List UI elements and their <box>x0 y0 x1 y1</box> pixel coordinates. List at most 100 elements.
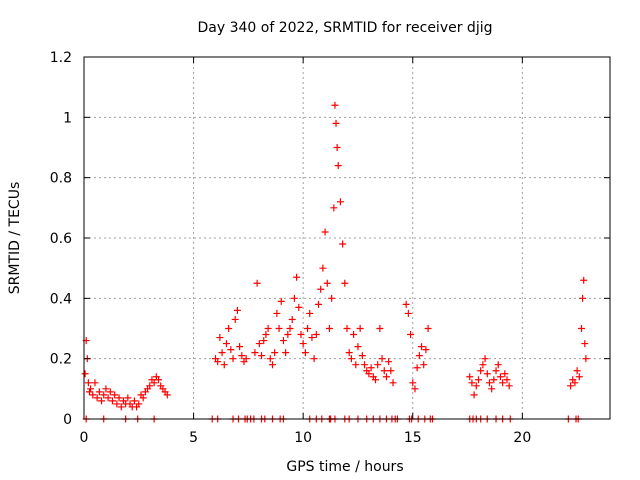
data-point <box>301 349 309 357</box>
data-point <box>139 394 147 402</box>
data-point <box>279 337 287 345</box>
data-point <box>117 403 125 411</box>
data-point <box>477 367 485 375</box>
data-point <box>290 294 298 302</box>
data-point <box>163 391 171 399</box>
data-point <box>479 361 487 369</box>
data-point <box>262 331 270 339</box>
data-point <box>332 119 340 127</box>
data-point <box>347 355 355 363</box>
data-point <box>288 315 296 323</box>
grid-lines <box>84 57 610 419</box>
data-point <box>402 300 410 308</box>
data-point <box>271 349 279 357</box>
data-point <box>343 325 351 332</box>
data-point <box>236 343 244 351</box>
data-point <box>382 373 390 381</box>
data-point <box>315 300 323 308</box>
data-point <box>317 285 325 293</box>
data-point <box>81 370 89 378</box>
data-point <box>293 273 301 281</box>
data-point <box>339 240 347 248</box>
data-point <box>488 385 496 393</box>
data-point <box>100 391 108 399</box>
data-point <box>214 358 222 366</box>
data-point <box>575 373 583 381</box>
x-axis-label: GPS time / hours <box>286 459 403 475</box>
data-point <box>468 379 476 387</box>
data-point <box>273 309 281 317</box>
y-tick-label: 0.8 <box>50 171 72 187</box>
data-point <box>385 358 393 366</box>
data-point <box>222 340 230 348</box>
data-point <box>341 279 349 287</box>
data-point <box>84 379 92 387</box>
data-point <box>242 355 250 363</box>
x-tick-label: 15 <box>404 430 422 446</box>
data-point <box>567 382 575 390</box>
data-point <box>361 361 369 369</box>
data-point <box>387 367 395 375</box>
data-point <box>367 364 375 372</box>
data-point <box>380 367 388 375</box>
data-point <box>113 400 121 408</box>
data-point <box>492 367 500 375</box>
axis-ticks: 0 5 10 15 20 0 0.2 0.4 0.6 0.8 1 1.2 <box>50 50 610 446</box>
data-point <box>102 385 110 393</box>
data-point <box>306 309 314 317</box>
data-point <box>310 355 318 363</box>
data-point <box>378 355 386 363</box>
data-point <box>374 361 382 369</box>
data-point <box>135 400 143 408</box>
y-tick-label: 0.2 <box>50 352 72 368</box>
data-point <box>350 331 358 339</box>
x-tick-label: 20 <box>513 430 531 446</box>
data-point <box>268 361 276 369</box>
x-tick-label: 10 <box>294 430 312 446</box>
data-point <box>501 370 509 378</box>
data-point <box>466 373 474 381</box>
y-tick-label: 0 <box>63 412 72 428</box>
data-point <box>146 382 154 390</box>
data-point <box>581 340 589 348</box>
data-point <box>328 294 336 302</box>
data-point <box>85 388 93 396</box>
data-point <box>312 331 320 339</box>
y-tick-label: 1.2 <box>50 50 72 66</box>
data-point <box>115 394 123 402</box>
data-point <box>420 361 428 369</box>
data-point <box>356 325 364 332</box>
data-point <box>275 325 283 332</box>
y-tick-label: 0.6 <box>50 231 72 247</box>
data-point <box>496 373 504 381</box>
data-point <box>505 382 513 390</box>
data-point <box>407 331 415 339</box>
x-tick-label: 0 <box>80 430 89 446</box>
data-point <box>481 355 489 363</box>
data-point <box>331 101 339 109</box>
data-point <box>404 309 412 317</box>
data-point <box>376 325 384 332</box>
data-point <box>494 361 502 369</box>
data-point <box>418 343 426 351</box>
data-point <box>251 349 259 357</box>
data-point <box>266 355 274 363</box>
data-point <box>472 382 480 390</box>
data-point <box>286 325 294 332</box>
data-point <box>229 355 237 363</box>
data-point <box>333 144 341 151</box>
data-point <box>231 315 239 323</box>
data-point <box>336 198 344 206</box>
data-point <box>98 397 106 405</box>
data-point <box>503 376 511 384</box>
data-point <box>218 349 226 357</box>
data-point <box>150 379 158 387</box>
data-point <box>260 337 268 345</box>
data-point <box>579 294 587 302</box>
data-point <box>319 264 327 272</box>
data-point <box>325 325 333 332</box>
data-point <box>582 355 590 363</box>
data-point <box>258 352 266 360</box>
